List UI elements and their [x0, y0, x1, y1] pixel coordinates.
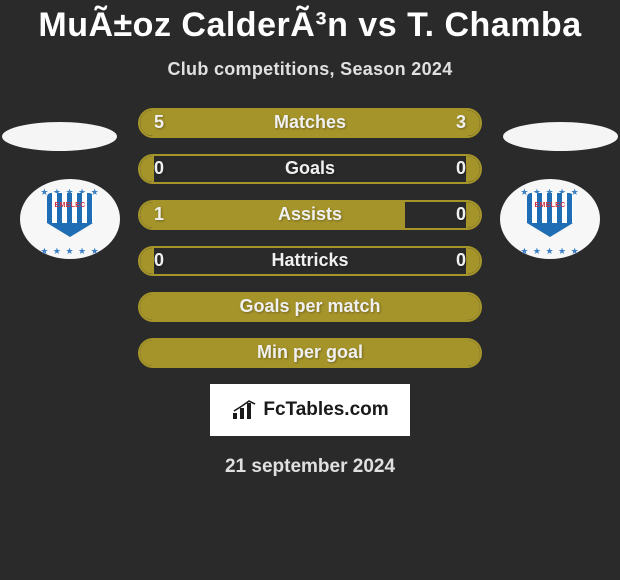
- stat-label: Assists: [140, 204, 480, 225]
- crest-icon: ★ ★ ★ ★ ★ EMELEC ★ ★ ★ ★ ★: [40, 193, 100, 245]
- stat-value-right: 3: [456, 112, 466, 133]
- branding-banner[interactable]: FcTables.com: [210, 384, 410, 436]
- stat-row: 1Assists0: [138, 200, 482, 230]
- stat-value-right: 0: [456, 204, 466, 225]
- stat-value-right: 0: [456, 250, 466, 271]
- stats-container: 5Matches30Goals01Assists00Hattricks0Goal…: [138, 108, 482, 368]
- crest-icon: ★ ★ ★ ★ ★ EMELEC ★ ★ ★ ★ ★: [520, 193, 580, 245]
- stat-label: Goals: [140, 158, 480, 179]
- stat-row: Goals per match: [138, 292, 482, 322]
- stat-row: Min per goal: [138, 338, 482, 368]
- stat-label: Goals per match: [140, 296, 480, 317]
- chart-icon: [231, 399, 257, 421]
- page-title: MuÃ±oz CalderÃ³n vs T. Chamba: [0, 0, 620, 45]
- crest-label: EMELEC: [54, 202, 86, 209]
- stat-value-right: 0: [456, 158, 466, 179]
- crest-label: EMELEC: [534, 202, 566, 209]
- stat-row: 0Hattricks0: [138, 246, 482, 276]
- club-badge-right: ★ ★ ★ ★ ★ EMELEC ★ ★ ★ ★ ★: [500, 179, 600, 259]
- stat-row: 5Matches3: [138, 108, 482, 138]
- player-photo-right: [503, 122, 618, 151]
- club-badge-left: ★ ★ ★ ★ ★ EMELEC ★ ★ ★ ★ ★: [20, 179, 120, 259]
- player-photo-left: [2, 122, 117, 151]
- stat-label: Hattricks: [140, 250, 480, 271]
- page-subtitle: Club competitions, Season 2024: [0, 59, 620, 80]
- footer-date: 21 september 2024: [0, 456, 620, 478]
- stat-label: Min per goal: [140, 342, 480, 363]
- stat-label: Matches: [140, 112, 480, 133]
- brand-text: FcTables.com: [263, 399, 388, 421]
- stat-row: 0Goals0: [138, 154, 482, 184]
